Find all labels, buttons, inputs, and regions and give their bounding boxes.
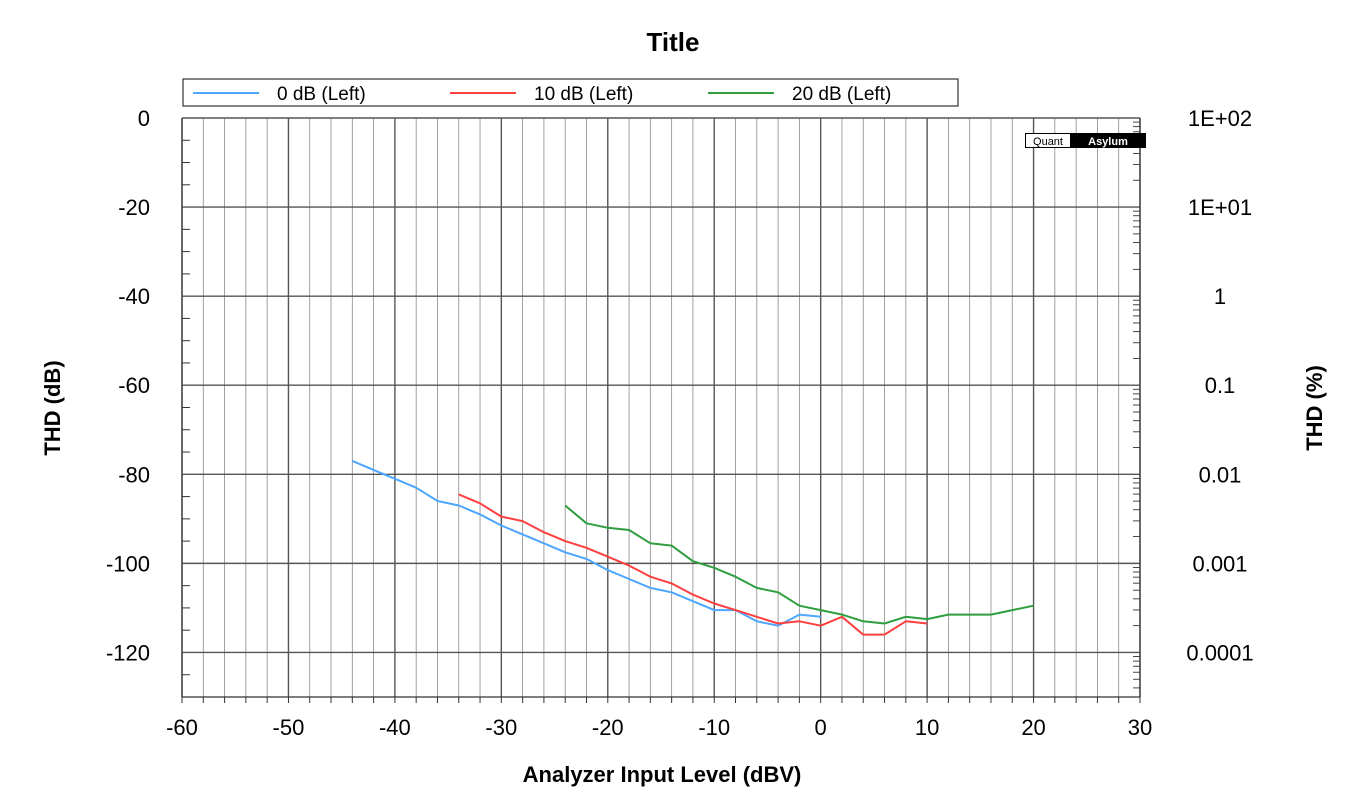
y2-axis-label: THD (%) (1302, 365, 1327, 451)
x-tick-label: 30 (1128, 715, 1152, 740)
y-tick-label: -20 (118, 195, 150, 220)
y2-tick-label: 0.001 (1192, 551, 1247, 576)
y2-tick-label: 1E+01 (1188, 195, 1252, 220)
legend-label-2: 20 dB (Left) (792, 84, 891, 105)
y2-tick-label: 0.01 (1199, 462, 1242, 487)
x-tick-label: -40 (379, 715, 411, 740)
axes (181, 118, 1141, 703)
x-tick-label: 10 (915, 715, 939, 740)
series-line-2 (564, 504, 1034, 625)
x-tick-label: -60 (166, 715, 198, 740)
series-lines (351, 459, 1034, 636)
y-tick-label: -80 (118, 462, 150, 487)
series-line-0 (351, 459, 821, 627)
legend-box (182, 78, 959, 107)
legend: 0 dB (Left) 10 dB (Left) 20 dB (Left) (182, 78, 959, 107)
y-tick-label: -120 (106, 640, 150, 665)
y-axis-label: THD (dB) (40, 360, 65, 455)
chart-title: Title (647, 27, 700, 57)
x-tick-label: 20 (1021, 715, 1045, 740)
quantasylum-logo: Quant Asylum (1025, 133, 1146, 148)
y2-tick-label: 0.1 (1205, 373, 1236, 398)
labels: Title Analyzer Input Level (dBV) THD (dB… (40, 27, 1327, 787)
y-tick-label: -100 (106, 551, 150, 576)
y-tick-label: -40 (118, 284, 150, 309)
x-axis-label: Analyzer Input Level (dBV) (523, 762, 802, 787)
y2-tick-label: 1E+02 (1188, 106, 1252, 131)
legend-label-1: 10 dB (Left) (534, 84, 633, 105)
y-tick-label: -60 (118, 373, 150, 398)
grid (181, 117, 1141, 697)
x-tick-label: 0 (815, 715, 827, 740)
legend-label-0: 0 dB (Left) (277, 84, 366, 105)
series-line-1 (458, 493, 928, 636)
svg-text:Asylum: Asylum (1088, 136, 1128, 148)
y-tick-label: 0 (138, 106, 150, 131)
y2-tick-label: 1 (1214, 284, 1226, 309)
x-tick-label: -30 (485, 715, 517, 740)
x-tick-label: -50 (273, 715, 305, 740)
y2-tick-label: 0.0001 (1186, 640, 1253, 665)
x-tick-label: -20 (592, 715, 624, 740)
x-tick-label: -10 (698, 715, 730, 740)
svg-text:Quant: Quant (1033, 136, 1063, 148)
